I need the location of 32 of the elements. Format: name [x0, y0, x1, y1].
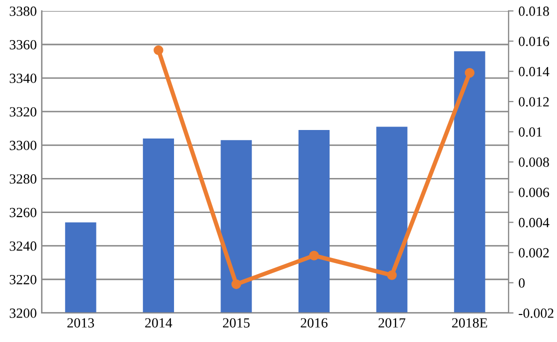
point	[154, 45, 164, 56]
y2-tick-label: 0.002	[518, 248, 549, 258]
x-tick-label: 2013	[67, 318, 94, 328]
y2-tick-label: 0.014	[518, 66, 550, 76]
y2-tick-label: 0.006	[518, 188, 550, 198]
y2-tick-label: 0.012	[518, 97, 549, 107]
point	[309, 250, 319, 260]
y2-tick-label: 0.008	[518, 158, 549, 167]
y-tick-label: 3200	[10, 308, 36, 318]
y2-tick-label: 0.004	[518, 218, 550, 228]
y2-tick-label: -0.002	[518, 308, 554, 318]
y-tick-label: 3300	[10, 140, 36, 150]
y-tick-label: 3260	[10, 208, 36, 218]
y-tick-label: 3380	[10, 6, 36, 16]
y2-tick-label: 0.018	[518, 6, 549, 16]
y2-tick-label: 0.016	[518, 36, 550, 46]
y-tick-label: 3320	[10, 107, 36, 117]
y-tick-label: 3280	[10, 174, 36, 184]
point	[386, 270, 397, 280]
x-tick-label: 2018E	[452, 318, 488, 328]
x-tick-label: 2017	[378, 318, 406, 328]
y2-tick-label: 0	[518, 278, 525, 288]
y-tick-label: 3340	[10, 74, 36, 84]
y-tick-label: 3220	[10, 274, 36, 284]
x-tick-label: 2015	[222, 318, 250, 328]
point	[464, 68, 475, 78]
point	[231, 279, 242, 290]
y-tick-label: 3360	[10, 40, 36, 50]
y2-tick-label: 0.01	[518, 127, 542, 137]
x-tick-label: 2016	[300, 318, 328, 328]
y-tick-label: 3240	[10, 241, 36, 251]
x-tick-label: 2014	[145, 318, 172, 328]
